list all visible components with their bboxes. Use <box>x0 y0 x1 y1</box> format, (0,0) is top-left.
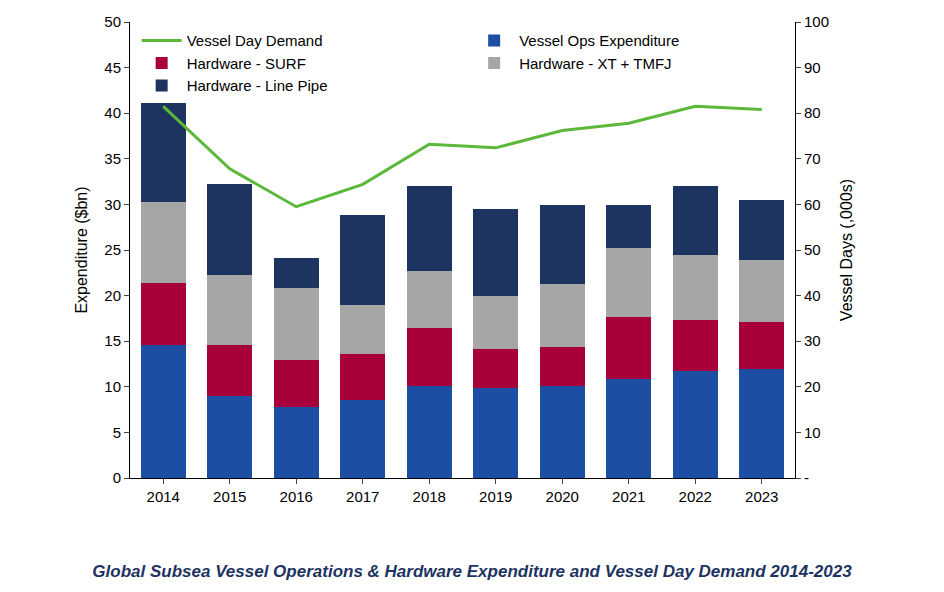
svg-text:90: 90 <box>804 59 821 76</box>
svg-text:30: 30 <box>104 196 121 213</box>
svg-text:30: 30 <box>804 332 821 349</box>
svg-text:2020: 2020 <box>546 488 579 505</box>
svg-text:2023: 2023 <box>745 488 778 505</box>
svg-text:80: 80 <box>804 104 821 121</box>
svg-text:Hardware - SURF: Hardware - SURF <box>187 55 306 72</box>
svg-text:25: 25 <box>104 241 121 258</box>
svg-text:100: 100 <box>804 13 829 30</box>
svg-text:10: 10 <box>104 378 121 395</box>
svg-text:0: 0 <box>113 469 121 486</box>
svg-text:2017: 2017 <box>346 488 379 505</box>
svg-text:Vessel Day Demand: Vessel Day Demand <box>187 32 323 49</box>
svg-text:40: 40 <box>104 104 121 121</box>
svg-text:Hardware - XT + TMFJ: Hardware - XT + TMFJ <box>519 55 671 72</box>
svg-text:45: 45 <box>104 59 121 76</box>
svg-text:10: 10 <box>804 424 821 441</box>
svg-text:Expenditure ($bn): Expenditure ($bn) <box>73 186 90 313</box>
svg-text:5: 5 <box>113 424 121 441</box>
svg-text:20: 20 <box>104 287 121 304</box>
svg-text:Vessel Days (,000s): Vessel Days (,000s) <box>838 179 855 321</box>
svg-text:Vessel Ops Expenditure: Vessel Ops Expenditure <box>519 32 679 49</box>
svg-text:2015: 2015 <box>213 488 246 505</box>
svg-text:2014: 2014 <box>147 488 180 505</box>
svg-text:35: 35 <box>104 150 121 167</box>
svg-text:60: 60 <box>804 196 821 213</box>
svg-text:70: 70 <box>804 150 821 167</box>
svg-text:2016: 2016 <box>280 488 313 505</box>
svg-text:2021: 2021 <box>612 488 645 505</box>
svg-text:2018: 2018 <box>413 488 446 505</box>
svg-text:2022: 2022 <box>679 488 712 505</box>
svg-text:Hardware - Line Pipe: Hardware - Line Pipe <box>187 77 328 94</box>
svg-text:50: 50 <box>804 241 821 258</box>
svg-text:2019: 2019 <box>479 488 512 505</box>
svg-text:15: 15 <box>104 332 121 349</box>
svg-text:Global Subsea Vessel Operation: Global Subsea Vessel Operations & Hardwa… <box>92 562 852 581</box>
svg-text:20: 20 <box>804 378 821 395</box>
svg-text:40: 40 <box>804 287 821 304</box>
svg-text:-: - <box>804 469 809 486</box>
svg-text:50: 50 <box>104 13 121 30</box>
